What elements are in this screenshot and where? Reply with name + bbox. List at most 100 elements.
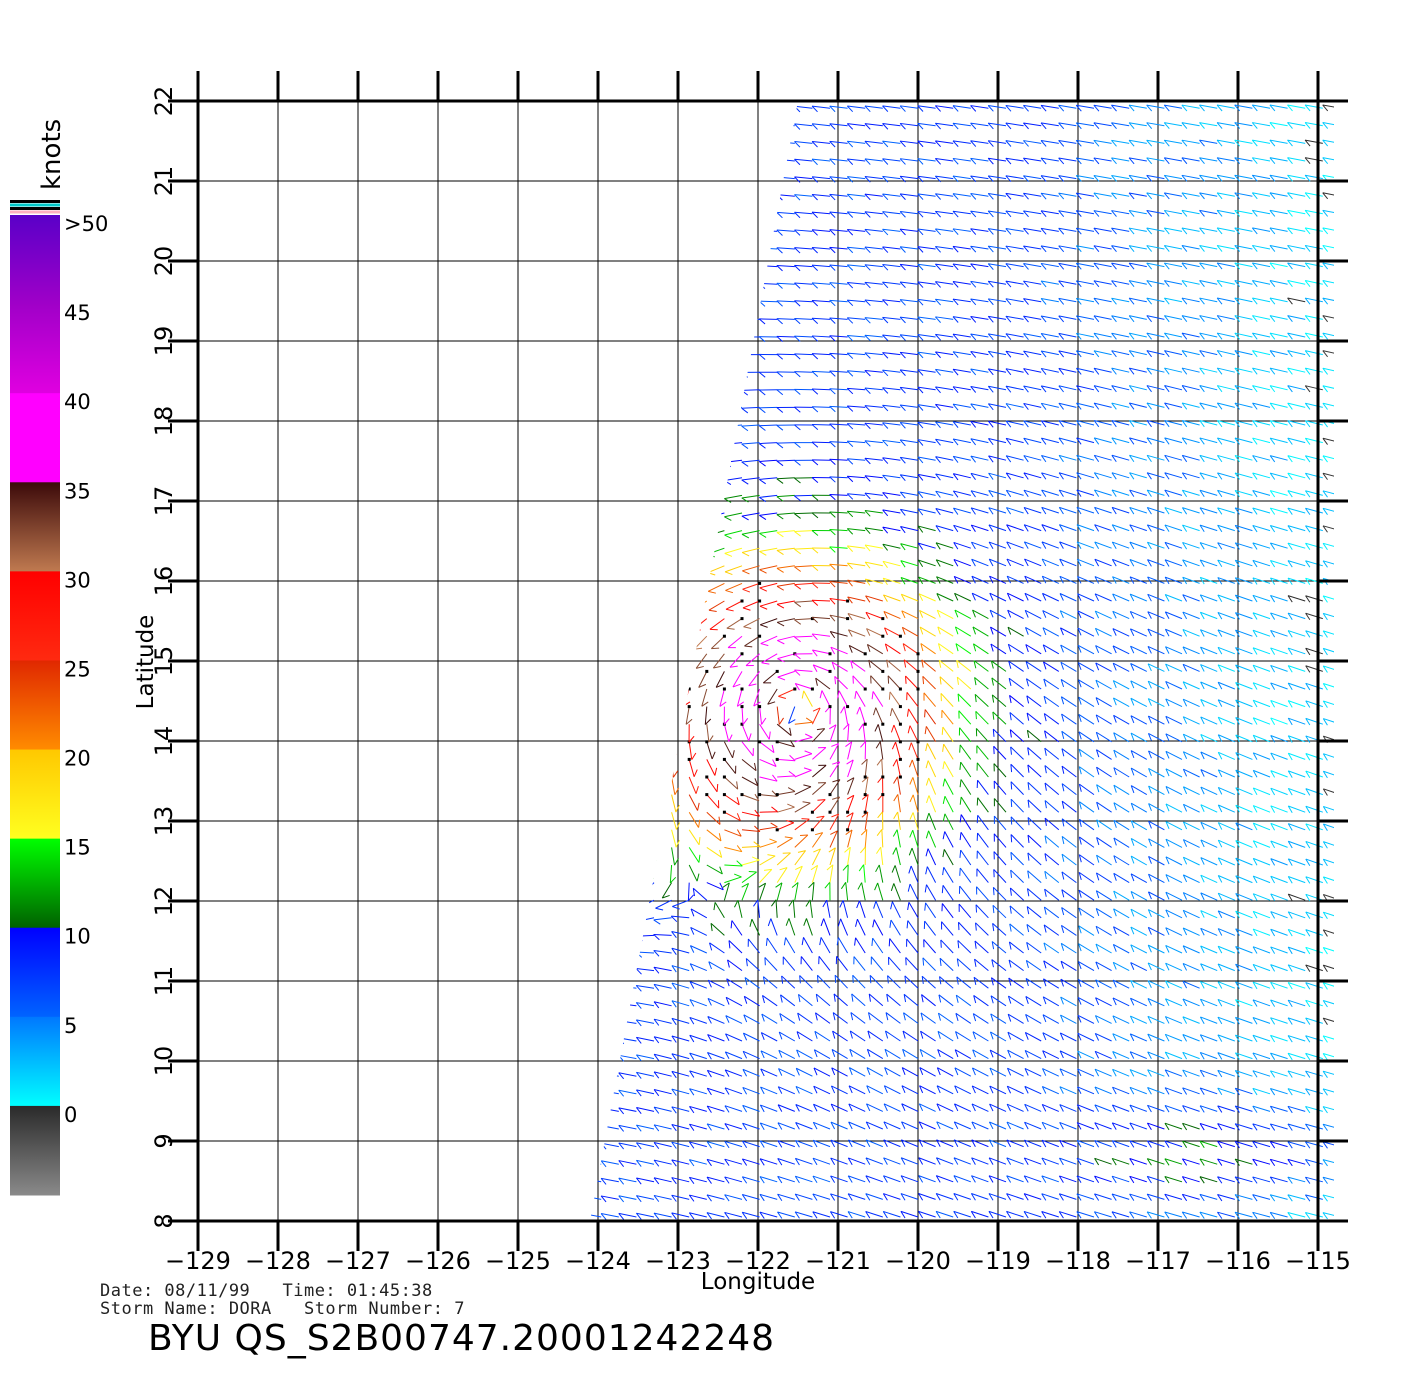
wind-vector xyxy=(618,1054,637,1060)
wind-barb xyxy=(882,1193,888,1201)
wind-vector xyxy=(751,918,761,936)
wind-barb xyxy=(858,864,865,872)
wind-vector xyxy=(707,1123,725,1130)
wind-vector xyxy=(707,547,725,555)
wind-vector xyxy=(840,918,849,936)
wind-barb xyxy=(1252,367,1258,375)
wind-vector xyxy=(1094,437,1112,444)
wind-barb xyxy=(641,894,650,897)
wind-vector xyxy=(715,671,725,688)
wind-vector xyxy=(778,1068,796,1077)
wind-vector xyxy=(671,512,690,519)
wind-vector xyxy=(1165,909,1183,919)
wind-vector xyxy=(1147,980,1165,989)
wind-vector xyxy=(759,1140,778,1148)
wind-barb xyxy=(1112,663,1117,671)
wind-vector xyxy=(921,994,936,1007)
wind-barb xyxy=(794,1211,800,1219)
wind-vector xyxy=(1041,1157,1059,1165)
wind-barb xyxy=(600,463,609,468)
wind-barb xyxy=(618,936,626,943)
wind-vector xyxy=(1147,1033,1165,1042)
wind-barb xyxy=(1147,663,1152,672)
wind-barb xyxy=(767,918,772,927)
wind-barb xyxy=(1129,1069,1135,1077)
wind-vector xyxy=(609,723,620,741)
wind-barb xyxy=(1269,560,1276,568)
wind-barb xyxy=(1006,558,1012,567)
wind-barb xyxy=(759,1194,765,1202)
wind-vector xyxy=(831,1067,848,1077)
wind-barb xyxy=(568,628,576,629)
wind-barb xyxy=(920,1012,924,1021)
wind-vector xyxy=(909,883,919,901)
wind-barb xyxy=(1199,1052,1205,1060)
wind-vector xyxy=(953,473,971,479)
wind-barb xyxy=(987,351,994,358)
wind-vector xyxy=(1041,315,1059,320)
wind-barb xyxy=(1235,857,1240,866)
wind-vector xyxy=(1129,1193,1147,1200)
wind-vector xyxy=(991,959,1007,971)
wind-barb xyxy=(1182,733,1188,742)
wind-barb xyxy=(1023,420,1029,428)
wind-vector xyxy=(1006,489,1024,496)
wind-barb xyxy=(1181,472,1188,480)
wind-barb xyxy=(1128,332,1135,340)
wind-vector xyxy=(813,1067,831,1077)
wind-vector xyxy=(566,319,584,320)
wind-barb xyxy=(883,594,888,602)
wind-vector xyxy=(1009,923,1024,936)
wind-vector xyxy=(618,985,637,989)
wind-barb xyxy=(1322,1159,1328,1167)
wind-vector xyxy=(710,922,725,936)
wind-barb xyxy=(1322,1035,1328,1043)
wind-barb xyxy=(829,299,836,307)
wind-barb xyxy=(920,643,924,652)
wind-vector xyxy=(864,299,883,303)
wind-barb xyxy=(988,1211,994,1219)
wind-barb xyxy=(695,786,699,794)
wind-barb xyxy=(1182,804,1188,812)
wind-barb xyxy=(777,1122,783,1130)
wind-vector xyxy=(1165,733,1183,743)
wind-vector xyxy=(1023,1193,1042,1200)
wind-vector xyxy=(973,995,989,1007)
wind-barb xyxy=(1129,611,1135,619)
wind-vector xyxy=(1235,769,1253,778)
wind-vector xyxy=(1217,611,1235,620)
wind-vector xyxy=(1061,696,1077,708)
wind-barb xyxy=(618,1107,625,1115)
wind-vector xyxy=(759,300,778,303)
wind-barb xyxy=(611,771,619,777)
wind-vector xyxy=(1023,298,1042,303)
wind-barb xyxy=(636,1195,642,1203)
wind-barb xyxy=(1146,1176,1152,1184)
wind-vector xyxy=(1095,1032,1112,1042)
wind-barb xyxy=(952,473,959,481)
wind-vector xyxy=(875,707,884,725)
wind-vector xyxy=(548,1214,566,1217)
wind-vector xyxy=(761,653,778,664)
wind-vector xyxy=(1287,1176,1306,1183)
wind-vector xyxy=(1252,455,1271,461)
rain-flag-marker xyxy=(898,687,902,691)
wind-barb xyxy=(882,281,889,289)
wind-vector xyxy=(1130,802,1148,813)
wind-barb xyxy=(566,320,572,325)
wind-barb xyxy=(1025,978,1029,987)
wind-vector xyxy=(1027,781,1042,795)
wind-vector xyxy=(1147,628,1165,637)
wind-vector xyxy=(636,1142,655,1148)
wind-barb xyxy=(770,822,778,828)
rain-flag-marker xyxy=(863,652,867,656)
wind-vector xyxy=(655,582,672,594)
wind-barb xyxy=(1096,802,1100,810)
wind-barb xyxy=(936,1121,941,1130)
wind-vector xyxy=(724,565,743,573)
wind-barb xyxy=(1287,315,1293,323)
wind-vector xyxy=(726,618,743,629)
wind-vector xyxy=(1078,961,1095,972)
wind-vector xyxy=(1235,910,1253,919)
wind-vector xyxy=(1235,875,1253,884)
